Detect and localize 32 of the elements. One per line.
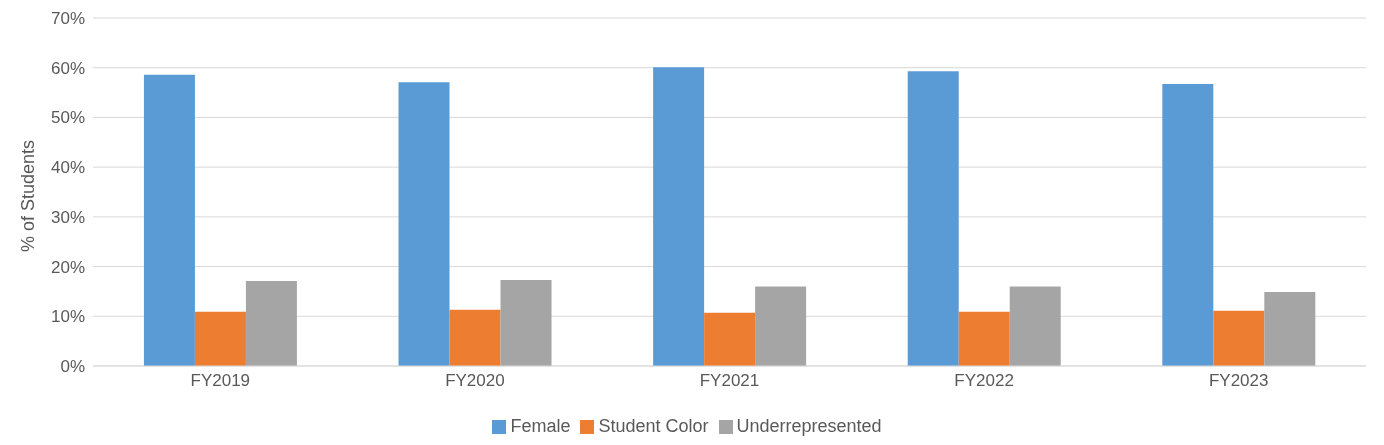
bar <box>500 279 552 366</box>
y-tick-label: 50% <box>50 108 85 128</box>
bar <box>1009 286 1061 366</box>
bar <box>194 311 246 366</box>
y-tick-label: 20% <box>50 257 85 277</box>
y-tick-label: 70% <box>50 9 85 29</box>
bar <box>1213 310 1265 366</box>
bar <box>704 312 756 366</box>
x-tick-label: FY2020 <box>445 371 505 391</box>
bar <box>653 67 705 366</box>
bar <box>398 82 450 366</box>
bar <box>1264 291 1316 366</box>
y-tick-label: 0% <box>60 357 85 377</box>
legend-label: Female <box>510 416 571 436</box>
x-tick-label: FY2023 <box>1208 371 1269 391</box>
x-tick-label: FY2019 <box>190 371 251 391</box>
y-axis-title: % of Students <box>18 139 39 252</box>
bar <box>958 311 1010 366</box>
bar <box>907 71 959 366</box>
x-tick-label: FY2021 <box>699 371 760 391</box>
y-tick-label: 10% <box>50 307 85 327</box>
bar <box>755 286 807 366</box>
x-tick-label: FY2022 <box>954 371 1014 391</box>
bar <box>143 74 195 366</box>
bar <box>245 280 297 366</box>
y-tick-label: 40% <box>50 158 85 178</box>
bar <box>449 309 501 366</box>
y-tick-label: 30% <box>50 207 85 227</box>
legend-label: Underrepresented <box>736 416 882 436</box>
y-tick-label: 60% <box>50 58 85 78</box>
legend-label: Student Color <box>598 416 709 436</box>
bar <box>1162 84 1214 366</box>
